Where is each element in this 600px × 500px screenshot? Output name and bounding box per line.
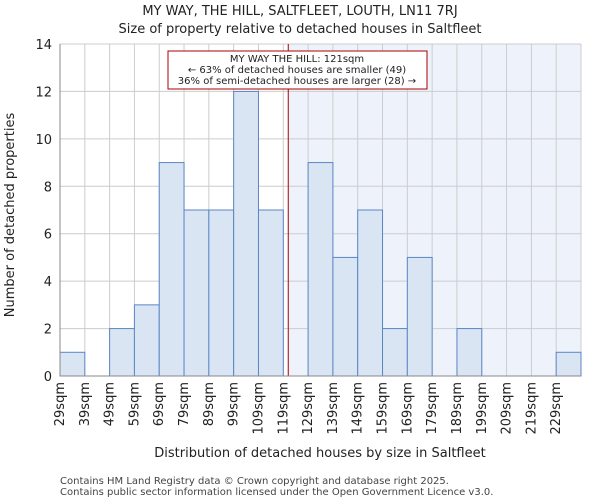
x-tick-label: 199sqm [475, 382, 490, 435]
y-tick-label: 14 [35, 38, 52, 53]
bar [406, 256, 433, 377]
x-axis-label: Distribution of detached houses by size … [154, 446, 485, 461]
x-tick-label: 149sqm [351, 382, 366, 435]
bar [158, 162, 185, 377]
bar [307, 162, 334, 377]
x-tick-label: 189sqm [450, 382, 465, 435]
y-tick-label: 8 [44, 180, 52, 195]
x-tick-label: 169sqm [400, 382, 415, 435]
y-tick-label: 0 [44, 370, 52, 385]
x-tick-label: 49sqm [103, 382, 118, 426]
bar [555, 351, 582, 377]
annotation-box: MY WAY THE HILL: 121sqm ← 63% of detache… [167, 50, 428, 90]
bar [456, 328, 483, 377]
x-tick-label: 219sqm [524, 382, 539, 435]
x-tick-label: 109sqm [251, 382, 266, 435]
plot-area: 0 2 4 6 8 10 12 14 29sqm 39sqm 49sqm 59sqm 69sqm 79sq… [35, 38, 582, 435]
y-tick-label: 6 [44, 228, 52, 243]
bar [233, 90, 259, 377]
y-axis-label: Number of detached properties [3, 113, 18, 318]
bar [208, 209, 235, 377]
chart-title: MY WAY, THE HILL, SALTFLEET, LOUTH, LN11… [142, 4, 457, 19]
x-tick-label: 229sqm [549, 382, 564, 435]
bar [183, 209, 210, 377]
x-tick-label: 89sqm [202, 382, 217, 426]
x-tick-label: 99sqm [227, 382, 242, 426]
x-tick-label: 139sqm [326, 382, 341, 435]
annotation-line-2: ← 63% of detached houses are smaller (49… [188, 65, 406, 76]
bar [133, 304, 160, 377]
chart-subtitle: Size of property relative to detached ho… [119, 22, 482, 37]
footer-line-1: Contains HM Land Registry data © Crown c… [60, 476, 449, 487]
bar [109, 328, 135, 377]
bar [382, 328, 408, 377]
x-tick-label: 209sqm [500, 382, 515, 435]
bar [257, 209, 284, 377]
bar [59, 351, 86, 377]
x-tick-label: 129sqm [301, 382, 316, 435]
annotation-frame [167, 50, 428, 90]
x-tick-label: 69sqm [152, 382, 167, 426]
x-tick-label: 179sqm [425, 382, 440, 435]
y-tick-label: 10 [35, 133, 52, 148]
bar [357, 209, 384, 377]
x-tick-label: 59sqm [127, 382, 142, 426]
y-tick-label: 12 [35, 85, 52, 100]
footer-line-2: Contains public sector information licen… [60, 487, 493, 498]
x-tick-label: 159sqm [376, 382, 391, 435]
y-tick-label: 4 [44, 275, 52, 290]
y-tick-label: 2 [44, 323, 52, 338]
x-tick-label: 29sqm [53, 382, 68, 426]
annotation-line-3: 36% of semi-detached houses are larger (… [178, 76, 416, 87]
annotation-line-1: MY WAY THE HILL: 121sqm [230, 54, 364, 65]
x-tick-label: 119sqm [276, 382, 291, 435]
bar [332, 256, 359, 377]
x-tick-label: 39sqm [78, 382, 93, 426]
x-tick-label: 79sqm [177, 382, 192, 426]
